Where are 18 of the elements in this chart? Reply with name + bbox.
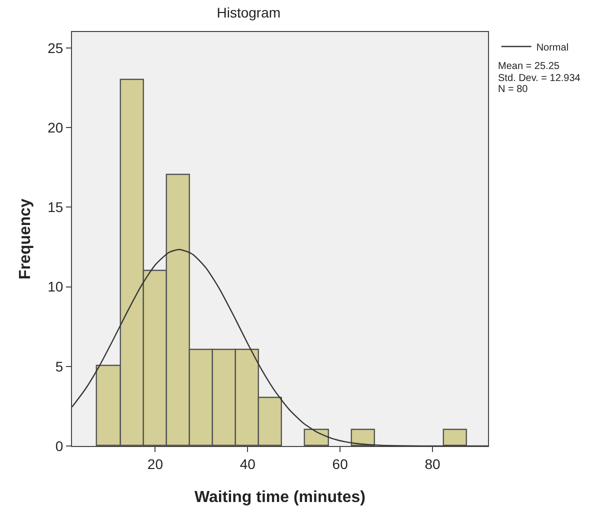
text: Std. Dev. = 12.934: [498, 73, 581, 84]
x-tick-label: 80: [424, 456, 441, 472]
text: N = 80: [498, 84, 528, 95]
y-tick-label: 0: [55, 438, 64, 454]
y-tick-label: 15: [48, 199, 64, 216]
line-series: [72, 248, 488, 446]
y-tick-label: 20: [48, 119, 64, 136]
x-tick-label: 60: [332, 456, 348, 472]
chart-title: Histogram: [216, 4, 281, 20]
y-axis-title: Frequency: [17, 198, 34, 280]
text: Mean = 25.25: [498, 61, 560, 72]
x-tick-label: 20: [147, 456, 164, 472]
y-tick-label: 10: [48, 278, 64, 295]
x-axis-title: Waiting time (minutes): [194, 489, 366, 506]
legend-label: Normal: [536, 42, 569, 54]
x-tick-label: 40: [240, 456, 256, 472]
y-tick-label: 25: [48, 40, 64, 56]
y-tick-label: 5: [55, 358, 64, 374]
